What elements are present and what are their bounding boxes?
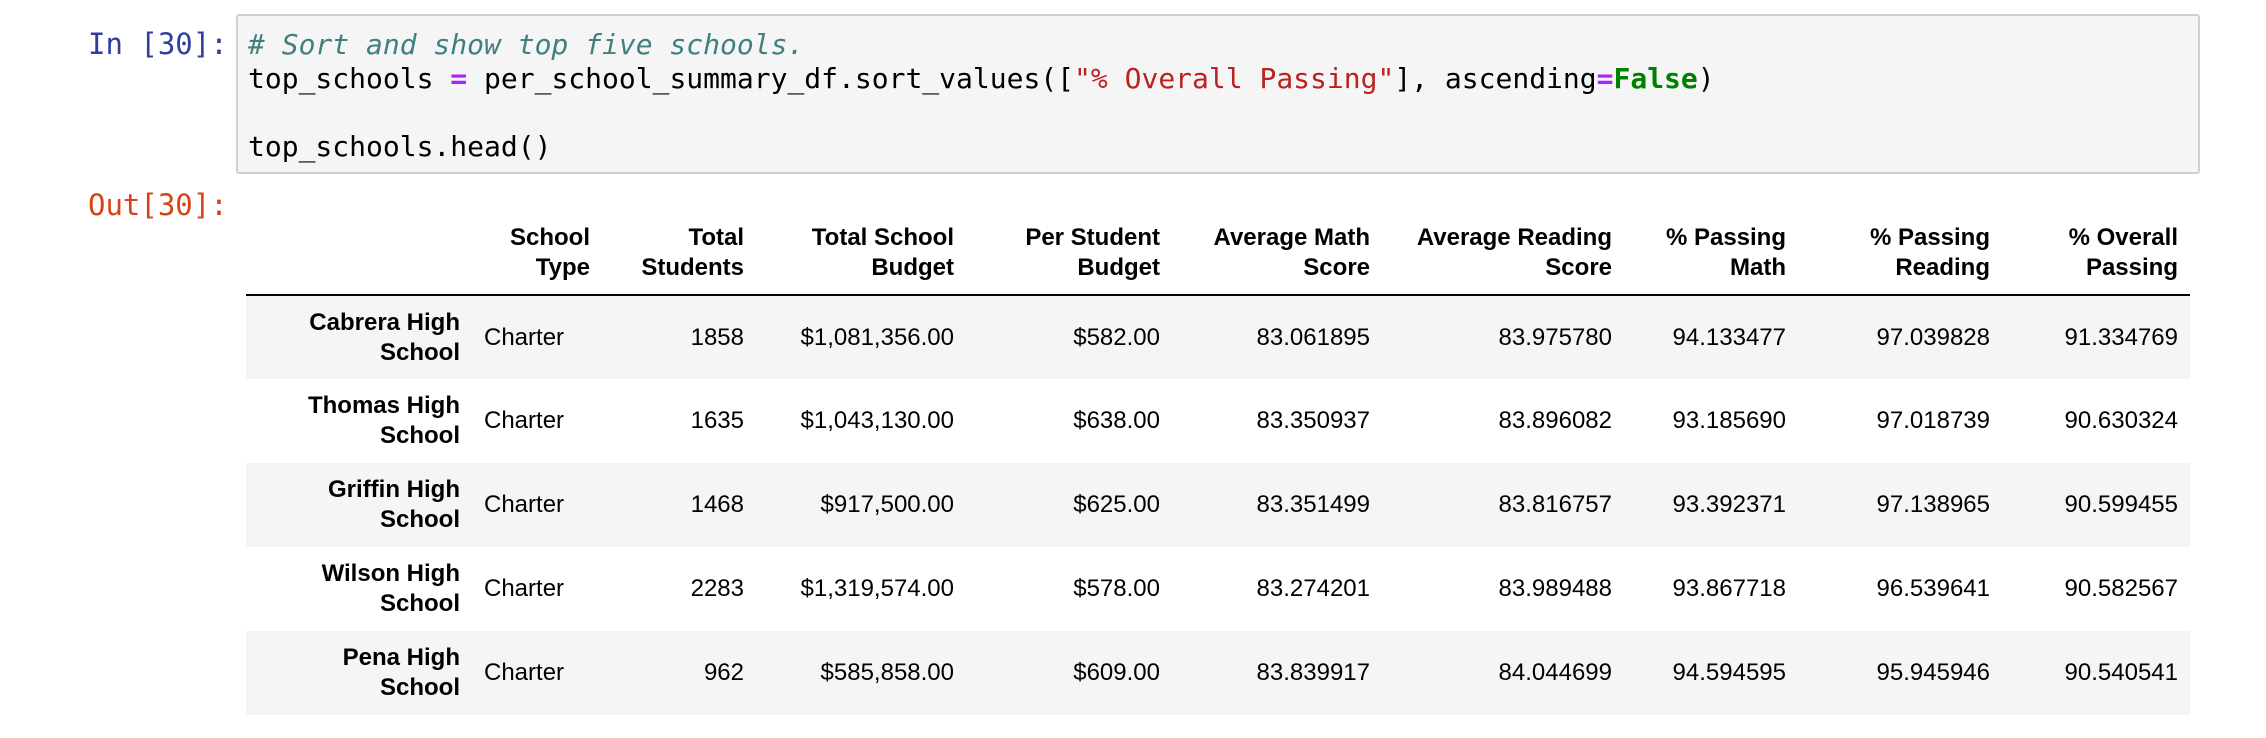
- cell-total-students: 1635: [690, 407, 744, 434]
- row-index-school: Pena High School: [342, 644, 460, 701]
- cell-total-budget: $917,500.00: [820, 491, 954, 518]
- input-prompt: In [30]:: [88, 27, 228, 61]
- code-line-sort: top_schools = per_school_summary_df.sort…: [248, 62, 1715, 96]
- cell-pct-math: 93.392371: [1672, 491, 1786, 518]
- code-string: "% Overall Passing": [1074, 62, 1395, 95]
- code-operator: =: [450, 62, 468, 95]
- code-line-comment: # Sort and show top five schools.: [248, 28, 1715, 62]
- cell-pct-overall: 90.540541: [2064, 659, 2178, 686]
- cell-total-budget: $1,319,574.00: [800, 575, 954, 602]
- cell-pct-overall: 90.599455: [2064, 491, 2178, 518]
- code-keyword: False: [1613, 62, 1698, 95]
- column-header: Average Reading Score: [1382, 212, 1624, 296]
- column-header: % Passing Math: [1624, 212, 1798, 296]
- table-row: Thomas High School Charter 1635 $1,043,1…: [246, 379, 2190, 463]
- table-row: Cabrera High School Charter 1858 $1,081,…: [246, 295, 2190, 379]
- cell-avg-reading: 83.896082: [1498, 407, 1612, 434]
- cell-school-type: Charter: [484, 575, 565, 602]
- column-header: Average Math Score: [1172, 212, 1382, 296]
- cell-pct-reading: 97.039828: [1876, 323, 1990, 351]
- table-header-row: School Type Total Students Total School …: [246, 212, 2190, 296]
- code-call: per_school_summary_df.sort_values([: [467, 62, 1075, 95]
- code-editor[interactable]: # Sort and show top five schools. top_sch…: [248, 28, 1715, 164]
- cell-pct-math: 94.133477: [1672, 323, 1786, 351]
- cell-pct-reading: 96.539641: [1876, 575, 1990, 602]
- row-index-school: Wilson High School: [321, 560, 460, 617]
- cell-avg-reading: 83.975780: [1498, 323, 1612, 351]
- code-line-head: top_schools.head(): [248, 130, 1715, 164]
- code-head-call: top_schools.head(): [248, 130, 552, 163]
- cell-avg-reading: 83.816757: [1498, 491, 1612, 518]
- cell-pct-math: 93.867718: [1672, 575, 1786, 602]
- column-header: % Passing Reading: [1798, 212, 2002, 296]
- cell-pct-reading: 95.945946: [1876, 659, 1990, 686]
- code-variable: top_schools: [248, 62, 451, 95]
- dataframe-table: School Type Total Students Total School …: [246, 212, 2190, 715]
- cell-total-budget: $585,858.00: [820, 659, 954, 686]
- code-close-paren: ): [1697, 62, 1715, 95]
- code-operator-kwarg: =: [1596, 62, 1614, 95]
- column-header: School Type: [472, 212, 602, 296]
- cell-total-budget: $1,081,356.00: [800, 323, 954, 351]
- cell-school-type: Charter: [484, 407, 565, 434]
- cell-avg-math: 83.274201: [1256, 575, 1370, 602]
- cell-per-student-budget: $638.00: [1073, 407, 1160, 434]
- cell-avg-reading: 84.044699: [1498, 659, 1612, 686]
- output-prompt: Out[30]:: [88, 188, 228, 222]
- cell-per-student-budget: $625.00: [1073, 491, 1160, 518]
- row-index-school: Thomas High School: [307, 392, 460, 449]
- cell-avg-math: 83.350937: [1256, 407, 1370, 434]
- cell-avg-math: 83.351499: [1256, 491, 1370, 518]
- column-header: Total School Budget: [756, 212, 966, 296]
- cell-pct-math: 93.185690: [1672, 407, 1786, 434]
- cell-per-student-budget: $578.00: [1073, 575, 1160, 602]
- cell-total-budget: $1,043,130.00: [800, 407, 954, 434]
- cell-avg-reading: 83.989488: [1498, 575, 1612, 602]
- code-comment: # Sort and show top five schools.: [248, 28, 805, 61]
- cell-pct-overall: 90.582567: [2064, 575, 2178, 602]
- cell-total-students: 962: [703, 659, 744, 686]
- table-row: Wilson High School Charter 2283 $1,319,5…: [246, 547, 2190, 631]
- cell-per-student-budget: $609.00: [1073, 659, 1160, 686]
- code-argument: ], ascending: [1394, 62, 1597, 95]
- cell-pct-overall: 91.334769: [2064, 323, 2178, 351]
- cell-school-type: Charter: [484, 491, 565, 518]
- cell-avg-math: 83.839917: [1256, 659, 1370, 686]
- row-index-school: Griffin High School: [328, 476, 460, 533]
- cell-pct-overall: 90.630324: [2064, 407, 2178, 434]
- cell-pct-reading: 97.138965: [1876, 491, 1990, 518]
- column-header: % Overall Passing: [2002, 212, 2190, 296]
- cell-total-students: 1858: [690, 323, 744, 351]
- table-row: Pena High School Charter 962 $585,858.00…: [246, 631, 2190, 715]
- column-header: Per Student Budget: [966, 212, 1172, 296]
- cell-school-type: Charter: [484, 323, 565, 351]
- cell-avg-math: 83.061895: [1256, 323, 1370, 351]
- code-line-blank: [248, 96, 1715, 130]
- column-header: Total Students: [602, 212, 756, 296]
- cell-total-students: 2283: [690, 575, 744, 602]
- index-header: [246, 212, 472, 296]
- table-row: Griffin High School Charter 1468 $917,50…: [246, 463, 2190, 547]
- cell-total-students: 1468: [690, 491, 744, 518]
- cell-school-type: Charter: [484, 659, 565, 686]
- row-index-school: Cabrera High School: [309, 308, 460, 366]
- cell-per-student-budget: $582.00: [1073, 323, 1160, 351]
- code-cell-input[interactable]: # Sort and show top five schools. top_sch…: [236, 14, 2200, 174]
- cell-pct-reading: 97.018739: [1876, 407, 1990, 434]
- cell-pct-math: 94.594595: [1672, 659, 1786, 686]
